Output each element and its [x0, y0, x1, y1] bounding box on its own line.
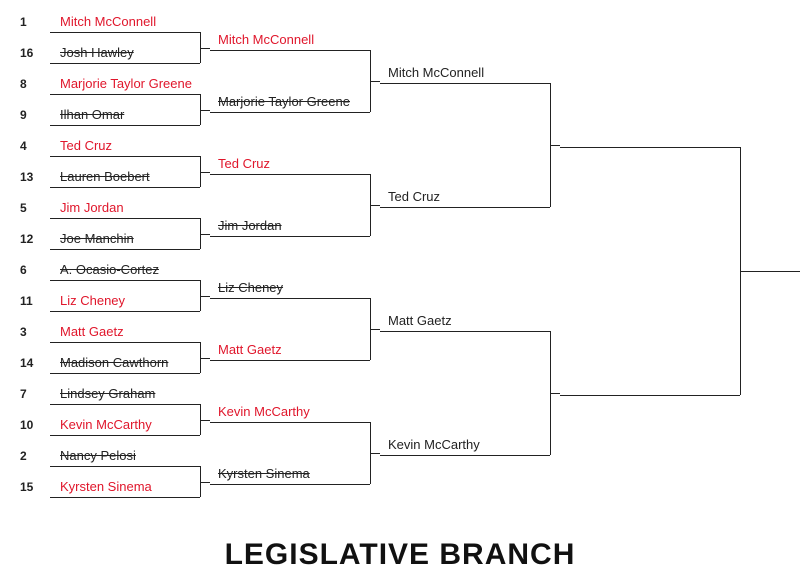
- bracket-line: [550, 393, 560, 394]
- seed-number: 5: [20, 201, 27, 215]
- r2-entry: Matt Gaetz: [218, 342, 282, 357]
- seed-number: 9: [20, 108, 27, 122]
- r2-entry: Ted Cruz: [218, 156, 270, 171]
- seed-number: 10: [20, 418, 33, 432]
- bracket-line: [50, 125, 200, 126]
- bracket-line: [50, 466, 200, 467]
- bracket-line: [50, 435, 200, 436]
- r1-entry: Matt Gaetz: [60, 324, 124, 339]
- bracket-line: [210, 484, 370, 485]
- bracket-title: LEGISLATIVE BRANCH: [0, 538, 800, 572]
- seed-number: 12: [20, 232, 33, 246]
- r3-entry: Kevin McCarthy: [388, 437, 480, 452]
- bracket-line: [200, 296, 210, 297]
- bracket-line: [210, 422, 370, 423]
- seed-number: 6: [20, 263, 27, 277]
- r1-entry: Lauren Boebert: [60, 169, 150, 184]
- r1-entry: Joe Manchin: [60, 231, 134, 246]
- bracket-line: [50, 404, 200, 405]
- r1-entry: Ted Cruz: [60, 138, 112, 153]
- bracket-line: [200, 48, 210, 49]
- bracket-line: [210, 360, 370, 361]
- r1-entry: Marjorie Taylor Greene: [60, 76, 192, 91]
- bracket-line: [200, 482, 210, 483]
- bracket-line: [380, 207, 550, 208]
- bracket-line: [740, 271, 800, 272]
- bracket-diagram: 1 Mitch McConnell 16 Josh Hawley 8 Marjorie T…: [20, 10, 790, 540]
- r3-entry: Ted Cruz: [388, 189, 440, 204]
- seed-number: 8: [20, 77, 27, 91]
- bracket-line: [200, 172, 210, 173]
- r1-entry: Jim Jordan: [60, 200, 124, 215]
- bracket-line: [50, 187, 200, 188]
- bracket-line: [210, 236, 370, 237]
- r1-entry: Liz Cheney: [60, 293, 125, 308]
- r1-entry: Kyrsten Sinema: [60, 479, 152, 494]
- bracket-line: [50, 311, 200, 312]
- bracket-line: [210, 50, 370, 51]
- r1-entry: Lindsey Graham: [60, 386, 155, 401]
- bracket-line: [50, 218, 200, 219]
- seed-number: 16: [20, 46, 33, 60]
- bracket-line: [50, 497, 200, 498]
- r2-entry: Mitch McConnell: [218, 32, 314, 47]
- seed-number: 2: [20, 449, 27, 463]
- bracket-line: [50, 280, 200, 281]
- seed-number: 14: [20, 356, 33, 370]
- bracket-line: [50, 63, 200, 64]
- seed-number: 3: [20, 325, 27, 339]
- r2-entry: Liz Cheney: [218, 280, 283, 295]
- bracket-line: [50, 156, 200, 157]
- r1-entry: A. Ocasio-Cortez: [60, 262, 159, 277]
- seed-number: 4: [20, 139, 27, 153]
- seed-number: 13: [20, 170, 33, 184]
- bracket-line: [210, 298, 370, 299]
- bracket-line: [50, 94, 200, 95]
- r3-entry: Mitch McConnell: [388, 65, 484, 80]
- r2-entry: Marjorie Taylor Greene: [218, 94, 350, 109]
- bracket-line: [50, 249, 200, 250]
- r1-entry: Mitch McConnell: [60, 14, 156, 29]
- r1-entry: Madison Cawthorn: [60, 355, 168, 370]
- bracket-line: [370, 329, 380, 330]
- r1-entry: Nancy Pelosi: [60, 448, 136, 463]
- bracket-line: [200, 420, 210, 421]
- bracket-line: [200, 110, 210, 111]
- seed-number: 11: [20, 294, 33, 308]
- r1-entry: Ilhan Omar: [60, 107, 124, 122]
- bracket-line: [200, 358, 210, 359]
- bracket-line: [380, 455, 550, 456]
- bracket-line: [380, 83, 550, 84]
- seed-number: 1: [20, 15, 27, 29]
- r2-entry: Kyrsten Sinema: [218, 466, 310, 481]
- bracket-line: [50, 32, 200, 33]
- bracket-line: [200, 234, 210, 235]
- bracket-line: [370, 205, 380, 206]
- r1-entry: Kevin McCarthy: [60, 417, 152, 432]
- bracket-line: [380, 331, 550, 332]
- bracket-line: [550, 145, 560, 146]
- bracket-line: [370, 453, 380, 454]
- bracket-line: [210, 174, 370, 175]
- bracket-line: [560, 147, 740, 148]
- bracket-line: [50, 342, 200, 343]
- seed-number: 15: [20, 480, 33, 494]
- bracket-line: [210, 112, 370, 113]
- r3-entry: Matt Gaetz: [388, 313, 452, 328]
- r2-entry: Kevin McCarthy: [218, 404, 310, 419]
- bracket-line: [560, 395, 740, 396]
- bracket-line: [370, 81, 380, 82]
- r1-entry: Josh Hawley: [60, 45, 134, 60]
- seed-number: 7: [20, 387, 27, 401]
- bracket-line: [50, 373, 200, 374]
- r2-entry: Jim Jordan: [218, 218, 282, 233]
